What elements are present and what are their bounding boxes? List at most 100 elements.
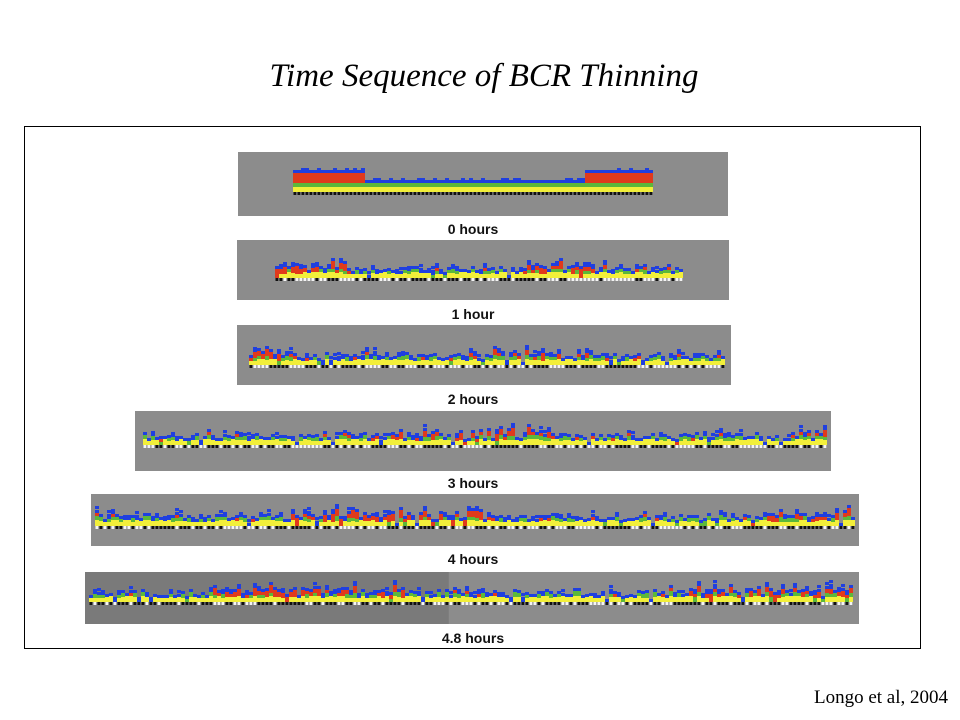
green-layer xyxy=(297,183,301,187)
blue-layer xyxy=(419,436,423,441)
blue-layer xyxy=(445,589,449,592)
substrate-atom xyxy=(343,445,347,448)
yellow-layer xyxy=(843,520,847,526)
green-layer xyxy=(429,183,433,187)
yellow-layer xyxy=(607,273,611,278)
green-layer xyxy=(457,594,461,598)
blue-layer xyxy=(475,270,479,273)
blue-layer xyxy=(395,434,399,437)
red-layer xyxy=(655,518,659,521)
yellow-layer xyxy=(313,596,317,602)
substrate-atom xyxy=(285,365,289,368)
yellow-layer xyxy=(389,187,393,192)
red-layer xyxy=(765,587,769,592)
green-layer xyxy=(735,436,739,439)
green-layer xyxy=(317,183,321,187)
substrate-atom xyxy=(469,192,473,195)
red-layer xyxy=(815,517,819,521)
red-layer xyxy=(377,593,381,596)
substrate-atom xyxy=(299,526,303,529)
substrate-atom xyxy=(379,278,383,281)
substrate-atom xyxy=(263,526,267,529)
yellow-layer xyxy=(783,522,787,526)
substrate-atom xyxy=(395,445,399,448)
blue-layer xyxy=(771,513,775,516)
red-layer xyxy=(251,519,255,522)
yellow-layer xyxy=(301,596,305,602)
green-layer xyxy=(517,593,521,597)
substrate-atom xyxy=(311,278,315,281)
substrate-atom xyxy=(293,365,297,368)
substrate-atom xyxy=(573,365,577,368)
blue-layer xyxy=(147,513,151,516)
blue-layer xyxy=(623,519,627,522)
green-layer xyxy=(249,595,253,598)
yellow-layer xyxy=(383,520,387,526)
blue-layer xyxy=(585,348,589,353)
blue-layer xyxy=(373,590,377,595)
blue-layer xyxy=(609,585,613,588)
red-layer xyxy=(649,173,653,183)
blue-layer xyxy=(695,515,699,518)
substrate-atom xyxy=(439,278,443,281)
yellow-layer xyxy=(223,520,227,526)
yellow-layer xyxy=(343,274,347,278)
blue-layer xyxy=(473,595,477,598)
green-layer xyxy=(235,437,239,440)
substrate-atom xyxy=(789,602,793,605)
green-layer xyxy=(265,356,269,360)
substrate-atom xyxy=(167,526,171,529)
green-layer xyxy=(807,436,811,439)
blue-layer xyxy=(207,515,211,518)
green-layer xyxy=(723,438,727,441)
blue-layer xyxy=(531,429,535,432)
blue-layer xyxy=(561,180,565,183)
substrate-atom xyxy=(633,365,637,368)
green-layer xyxy=(625,183,629,187)
blue-layer xyxy=(615,433,619,436)
green-layer xyxy=(555,518,559,521)
substrate-atom xyxy=(581,602,585,605)
red-layer xyxy=(513,353,517,356)
yellow-layer xyxy=(573,187,577,192)
red-layer xyxy=(337,593,341,596)
blue-layer xyxy=(361,351,365,354)
green-layer xyxy=(547,438,551,441)
green-layer xyxy=(453,593,457,597)
substrate-atom xyxy=(847,526,851,529)
blue-layer xyxy=(151,431,155,436)
yellow-layer xyxy=(523,522,527,526)
substrate-atom xyxy=(471,278,475,281)
red-layer xyxy=(757,589,761,596)
substrate-atom xyxy=(267,445,271,448)
yellow-layer xyxy=(133,597,137,602)
red-layer xyxy=(791,435,795,438)
blue-layer xyxy=(795,509,799,514)
blue-layer xyxy=(547,427,551,432)
blue-layer xyxy=(267,513,271,516)
green-layer xyxy=(829,594,833,597)
yellow-layer xyxy=(303,272,307,278)
substrate-atom xyxy=(485,365,489,368)
substrate-atom xyxy=(527,445,531,448)
blue-layer xyxy=(127,515,131,520)
yellow-layer xyxy=(711,440,715,445)
green-layer xyxy=(407,437,411,440)
blue-layer xyxy=(597,170,601,173)
substrate-atom xyxy=(385,602,389,605)
yellow-layer xyxy=(497,360,501,365)
blue-layer xyxy=(323,268,327,273)
blue-layer xyxy=(507,428,511,431)
green-layer xyxy=(227,438,231,441)
green-layer xyxy=(111,517,115,520)
green-layer xyxy=(195,436,199,440)
yellow-layer xyxy=(531,273,535,278)
yellow-layer xyxy=(735,520,739,526)
blue-layer xyxy=(195,519,199,522)
blue-layer xyxy=(641,591,645,594)
green-layer xyxy=(449,361,453,365)
yellow-layer xyxy=(229,597,233,602)
green-layer xyxy=(581,183,585,187)
substrate-atom xyxy=(335,526,339,529)
substrate-atom xyxy=(297,192,301,195)
